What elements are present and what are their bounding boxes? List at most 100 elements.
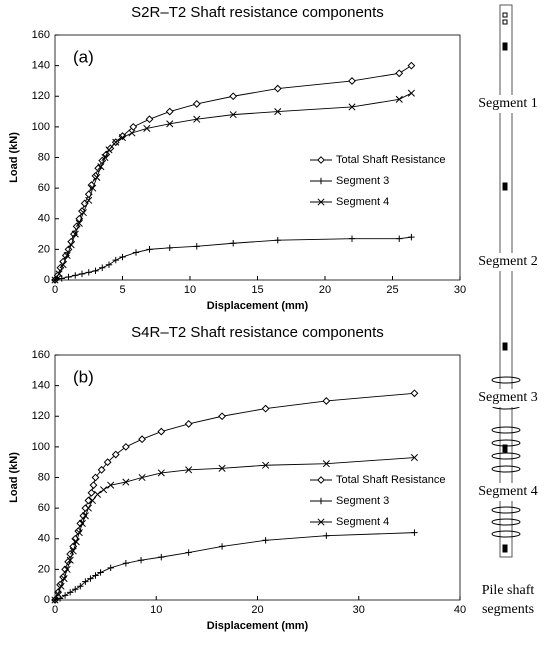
chart: S2R–T2 Shaft resistance components (a) 0 5 1… bbox=[8, 4, 466, 312]
marker bbox=[410, 389, 419, 398]
marker bbox=[407, 89, 415, 97]
legend-label: Segment 3 bbox=[336, 495, 389, 507]
marker bbox=[112, 138, 120, 146]
y-axis-label: Load (kN) bbox=[8, 452, 20, 503]
panel-label: (a) bbox=[73, 47, 94, 66]
pile-shaft bbox=[499, 4, 513, 558]
marker bbox=[93, 490, 102, 498]
pile-diagram bbox=[491, 4, 521, 558]
legend-marker bbox=[317, 518, 325, 526]
marker bbox=[145, 115, 154, 124]
y-tick-label: 20 bbox=[38, 243, 50, 255]
legend-label: Total Shaft Resistance bbox=[336, 154, 445, 166]
marker bbox=[88, 496, 97, 505]
label-bg bbox=[474, 483, 546, 501]
y-tick-label: 160 bbox=[32, 349, 50, 361]
legend-label: Segment 3 bbox=[336, 175, 389, 187]
marker bbox=[72, 586, 79, 593]
marker bbox=[97, 465, 106, 474]
marker bbox=[51, 276, 59, 284]
y-tick-label: 120 bbox=[32, 90, 50, 102]
y-tick-label: 0 bbox=[44, 594, 50, 606]
panel-label: (b) bbox=[73, 367, 94, 386]
marker bbox=[262, 461, 270, 469]
marker bbox=[99, 264, 106, 271]
marker bbox=[59, 261, 67, 269]
legend-label: Segment 4 bbox=[336, 516, 389, 528]
helix bbox=[491, 376, 521, 384]
segment-label: Segment 3 bbox=[478, 390, 538, 405]
marker bbox=[322, 460, 330, 468]
marker bbox=[138, 435, 146, 444]
marker bbox=[119, 253, 126, 261]
helix bbox=[491, 452, 521, 460]
marker bbox=[122, 478, 130, 486]
marker bbox=[193, 243, 200, 250]
marker bbox=[66, 589, 74, 596]
marker bbox=[411, 529, 418, 536]
marker bbox=[87, 575, 94, 582]
y-tick-label: 100 bbox=[32, 121, 50, 133]
marker bbox=[84, 504, 92, 512]
helix bbox=[491, 465, 521, 473]
marker bbox=[261, 404, 270, 413]
marker bbox=[218, 464, 226, 472]
x-tick-label: 0 bbox=[52, 604, 58, 616]
x-tick-label: 15 bbox=[251, 284, 263, 296]
marker bbox=[218, 543, 226, 550]
marker bbox=[79, 209, 87, 217]
label-bg bbox=[474, 95, 546, 113]
marker bbox=[395, 69, 404, 78]
marker bbox=[54, 590, 62, 598]
marker bbox=[146, 246, 153, 253]
marker bbox=[92, 572, 99, 579]
pile-gauge bbox=[502, 544, 508, 553]
marker bbox=[137, 556, 145, 564]
marker bbox=[410, 454, 418, 462]
x-tick-label: 0 bbox=[52, 284, 58, 296]
marker bbox=[165, 107, 174, 116]
marker bbox=[185, 466, 193, 474]
x-axis-label: Displacement (mm) bbox=[207, 300, 309, 312]
y-tick-label: 140 bbox=[32, 60, 50, 72]
marker bbox=[157, 469, 165, 477]
marker bbox=[72, 538, 80, 546]
marker bbox=[60, 575, 68, 583]
marker bbox=[103, 458, 112, 467]
x-tick-label: 30 bbox=[454, 284, 466, 296]
chart-title: S4R–T2 Shaft resistance components bbox=[131, 324, 384, 341]
marker bbox=[93, 173, 101, 181]
marker bbox=[274, 108, 282, 116]
marker bbox=[185, 549, 192, 556]
marker bbox=[61, 592, 69, 599]
marker bbox=[122, 560, 130, 567]
helix bbox=[491, 530, 521, 538]
marker bbox=[77, 583, 84, 590]
pile-gauge bbox=[502, 342, 508, 351]
marker bbox=[105, 146, 113, 154]
marker bbox=[193, 115, 201, 123]
helix bbox=[491, 518, 521, 526]
marker bbox=[85, 196, 93, 204]
marker bbox=[63, 565, 71, 573]
legend-marker bbox=[317, 476, 325, 484]
marker bbox=[322, 397, 331, 405]
marker bbox=[91, 473, 100, 482]
marker bbox=[230, 240, 237, 247]
marker bbox=[157, 427, 166, 436]
marker bbox=[66, 556, 74, 564]
chart-title: S2R–T2 Shaft resistance components bbox=[131, 4, 384, 21]
marker bbox=[348, 103, 356, 111]
marker bbox=[55, 270, 63, 278]
pile-hole bbox=[502, 12, 508, 18]
y-axis-label: Load (kN) bbox=[8, 132, 20, 183]
marker bbox=[218, 412, 226, 421]
x-tick-label: 40 bbox=[454, 604, 466, 616]
marker bbox=[69, 547, 77, 555]
x-tick-label: 10 bbox=[150, 604, 162, 616]
marker bbox=[107, 564, 114, 572]
marker bbox=[128, 129, 136, 137]
marker bbox=[262, 537, 269, 544]
y-tick-label: 60 bbox=[38, 182, 50, 194]
marker bbox=[192, 99, 201, 108]
